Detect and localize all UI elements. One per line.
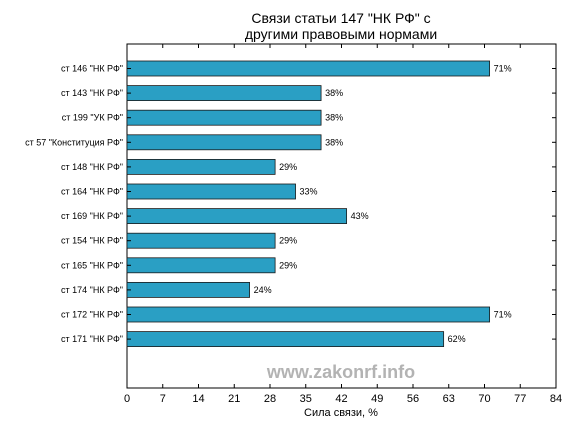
data-label: 29% [279, 260, 297, 270]
bar [126, 208, 348, 225]
chart-title-line-2: другими правовыми нормами [245, 26, 437, 42]
bar [126, 134, 322, 151]
chart-title-line-1: Связи статьи 147 "НК РФ" с [251, 10, 430, 26]
bar [126, 60, 491, 77]
data-label: 38% [325, 113, 343, 123]
bar [126, 158, 276, 175]
data-label: 38% [325, 88, 343, 98]
y-tick-label: ст 172 "НК РФ" [61, 310, 123, 320]
data-label: 62% [448, 334, 466, 344]
x-tick-label: 56 [407, 393, 419, 405]
x-tick-label: 63 [443, 393, 455, 405]
bar [126, 331, 445, 348]
x-axis-label: Сила связи, % [304, 407, 378, 419]
bar [126, 232, 276, 249]
x-tick-label: 77 [514, 393, 526, 405]
y-tick-label: ст 199 "УК РФ" [62, 113, 123, 123]
x-tick-label: 35 [300, 393, 312, 405]
bar [126, 257, 276, 274]
y-tick-label: ст 165 "НК РФ" [61, 260, 123, 270]
bar [126, 85, 322, 101]
y-tick-label: ст 57 "Конституция РФ" [25, 137, 123, 147]
x-tick-label: 21 [228, 393, 240, 405]
x-tick-label: 84 [550, 393, 562, 405]
bar [126, 306, 491, 323]
x-tick-label: 0 [124, 393, 130, 405]
x-tick-label: 7 [160, 393, 166, 405]
y-tick-label: ст 171 "НК РФ" [61, 334, 123, 344]
x-tick-label: 14 [192, 393, 204, 405]
bar [126, 109, 322, 126]
y-tick-label: ст 154 "НК РФ" [61, 236, 123, 246]
x-tick-label: 70 [478, 393, 490, 405]
watermark: www.zakonrf.info [266, 362, 415, 382]
bar [126, 183, 296, 200]
x-tick-label: 49 [371, 393, 383, 405]
x-tick-label: 42 [335, 393, 347, 405]
y-tick-label: ст 143 "НК РФ" [61, 88, 123, 98]
y-tick-label: ст 174 "НК РФ" [61, 285, 123, 295]
bar [126, 281, 250, 298]
data-label: 29% [279, 236, 297, 246]
y-tick-label: ст 146 "НК РФ" [61, 64, 123, 74]
data-label: 33% [300, 187, 318, 197]
data-label: 43% [351, 211, 369, 221]
data-label: 71% [494, 310, 512, 320]
data-label: 38% [325, 137, 343, 147]
data-label: 71% [494, 64, 512, 74]
y-tick-label: ст 148 "НК РФ" [61, 162, 123, 172]
data-label: 24% [254, 285, 272, 295]
y-tick-label: ст 169 "НК РФ" [61, 211, 123, 221]
y-tick-label: ст 164 "НК РФ" [61, 187, 123, 197]
data-label: 29% [279, 162, 297, 172]
x-tick-label: 28 [264, 393, 276, 405]
